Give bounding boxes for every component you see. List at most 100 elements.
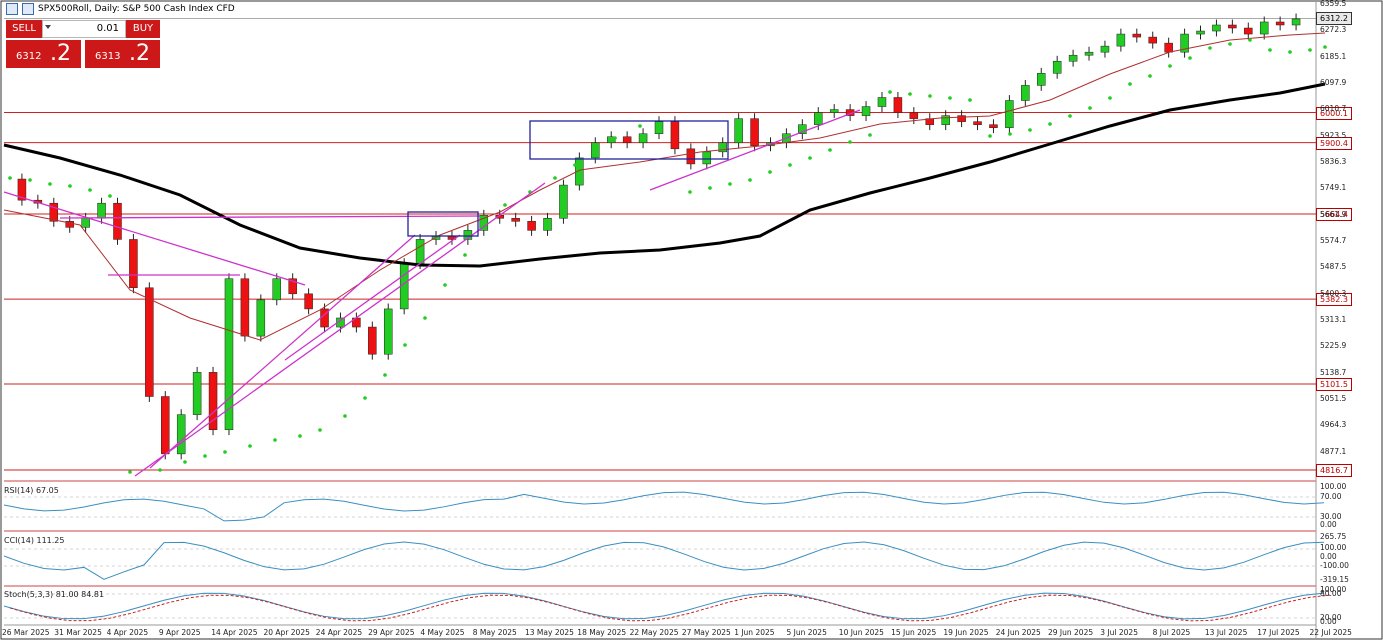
- candle-body: [543, 218, 552, 231]
- date-axis-label: 3 Jul 2025: [1100, 628, 1138, 637]
- candle-body: [240, 278, 250, 337]
- candle-body: [559, 184, 568, 219]
- date-axis-label: 13 Jul 2025: [1204, 628, 1248, 637]
- one-click-trading-panel: SELL 0.01 BUY 6312 .2 6313 .2: [6, 20, 160, 68]
- parabolic-sar-dot: [203, 454, 207, 458]
- sell-button[interactable]: SELL: [6, 20, 42, 38]
- parabolic-sar-dot: [988, 134, 992, 138]
- trend-line: [149, 234, 416, 469]
- parabolic-sar-dot: [868, 133, 872, 137]
- parabolic-sar-dot: [1288, 50, 1292, 54]
- candle-body: [1259, 21, 1269, 35]
- parabolic-sar-dot: [273, 438, 277, 442]
- parabolic-sar-dot: [1048, 122, 1052, 126]
- candle-body: [17, 178, 27, 201]
- parabolic-sar-dot: [1208, 46, 1212, 50]
- level-price-tag: 6000.1: [1316, 106, 1352, 120]
- candle-body: [161, 396, 170, 455]
- level-price-tag: 5101.5: [1316, 377, 1352, 391]
- candle-body: [670, 121, 680, 150]
- cci-axis-label: -319.15: [1320, 575, 1349, 584]
- parabolic-sar-dot: [128, 470, 132, 474]
- date-axis-label: 14 Apr 2025: [211, 628, 258, 637]
- date-axis-label: 19 Jun 2025: [943, 628, 989, 637]
- price-axis-label: 6185.1: [1320, 51, 1347, 61]
- rsi-title: RSI(14) 67.05: [4, 486, 59, 495]
- candle-body: [798, 124, 807, 134]
- candle-body: [989, 124, 998, 128]
- bid-price-button[interactable]: 6312 .2: [6, 40, 81, 68]
- candle-body: [479, 215, 489, 231]
- candle-body: [65, 221, 74, 228]
- parabolic-sar-dot: [888, 90, 892, 94]
- bid-price-fraction: .2: [50, 41, 71, 66]
- rsi-axis-label: 100.00: [1320, 482, 1347, 491]
- ask-price-button[interactable]: 6313 .2: [85, 40, 160, 68]
- parabolic-sar-dot: [443, 283, 447, 287]
- date-axis-label: 15 Jun 2025: [891, 628, 937, 637]
- candle-body: [368, 326, 377, 355]
- parabolic-sar-dot: [848, 140, 852, 144]
- date-axis-label: 24 Apr 2025: [315, 628, 363, 637]
- candle-body: [1005, 100, 1014, 128]
- candle-body: [893, 97, 903, 113]
- chart-edit-icon: [22, 3, 34, 15]
- parabolic-sar-dot: [1168, 64, 1172, 68]
- date-axis-label: 20 Apr 2025: [263, 628, 310, 637]
- date-axis-label: 8 Jul 2025: [1152, 628, 1191, 637]
- price-axis-label: 5749.1: [1320, 183, 1347, 193]
- rsi-axis-label: 30.00: [1320, 512, 1342, 521]
- price-axis-label: 5313.1: [1320, 315, 1347, 325]
- parabolic-sar-dot: [1308, 48, 1312, 52]
- parabolic-sar-dot: [748, 178, 752, 182]
- date-axis-label: 8 May 2025: [472, 628, 517, 637]
- candle-body: [622, 136, 632, 144]
- volume-input[interactable]: 0.01: [42, 20, 126, 38]
- candle-body: [1021, 85, 1030, 101]
- candle-body: [686, 148, 696, 165]
- parabolic-sar-dot: [158, 468, 162, 472]
- price-axis-label: 6359.5: [1320, 0, 1347, 8]
- candle-body: [1275, 21, 1285, 26]
- price-axis-label: 5574.7: [1320, 236, 1347, 246]
- parabolic-sar-dot: [1068, 114, 1072, 118]
- candle-body: [909, 112, 919, 119]
- candle-body: [957, 115, 966, 122]
- parabolic-sar-dot: [318, 428, 322, 432]
- cci-axis-label: 265.75: [1320, 532, 1347, 541]
- parabolic-sar-dot: [463, 253, 467, 257]
- cci-axis-label: 0.00: [1320, 552, 1337, 561]
- parabolic-sar-dot: [638, 124, 642, 128]
- price-axis-label: 5661.9: [1320, 209, 1347, 219]
- parabolic-sar-dot: [768, 170, 772, 174]
- cci-axis-label: -100.00: [1320, 561, 1349, 570]
- trend-line: [134, 182, 546, 477]
- range-box: [529, 120, 729, 160]
- chevron-down-icon[interactable]: [45, 25, 51, 29]
- candle-body: [81, 218, 90, 228]
- candle-body: [1244, 27, 1253, 35]
- date-axis-label: 5 Jun 2025: [786, 628, 827, 637]
- candle-body: [718, 142, 727, 153]
- parabolic-sar-dot: [383, 373, 387, 377]
- candle-body: [829, 109, 839, 113]
- candle-body: [129, 239, 138, 289]
- date-axis-label: 22 May 2025: [629, 628, 679, 637]
- candle-body: [527, 221, 536, 231]
- parabolic-sar-dot: [688, 190, 692, 194]
- stoch-axis-label: 0.00: [1320, 617, 1337, 626]
- candle-body: [1068, 54, 1078, 62]
- parabolic-sar-dot: [593, 148, 597, 152]
- rsi-axis-label: 70.00: [1320, 492, 1342, 501]
- buy-button[interactable]: BUY: [126, 20, 160, 38]
- rsi-line: [3, 491, 1325, 522]
- candle-body: [1180, 33, 1189, 53]
- candle-body: [861, 106, 871, 116]
- cci-line: [3, 541, 1325, 580]
- level-price-tag: 5382.3: [1316, 293, 1352, 307]
- stoch-axis-label: 100.00: [1320, 585, 1347, 594]
- price-axis-label: 5923.5: [1320, 130, 1347, 140]
